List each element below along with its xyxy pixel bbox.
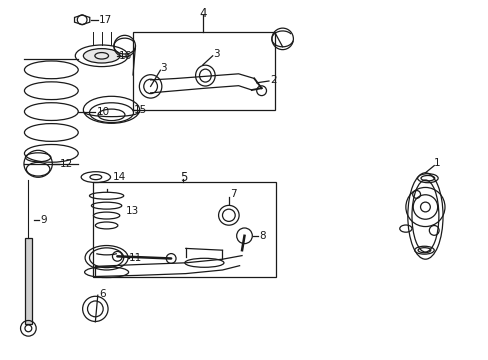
Text: 3: 3 — [160, 63, 167, 73]
Text: 16: 16 — [118, 51, 131, 61]
Ellipse shape — [83, 49, 120, 63]
Text: 13: 13 — [125, 206, 139, 216]
Text: 11: 11 — [129, 253, 142, 264]
Text: 15: 15 — [134, 105, 147, 115]
Text: 4: 4 — [199, 7, 206, 20]
Text: 6: 6 — [99, 289, 105, 300]
Bar — [133, 32, 274, 110]
Text: 17: 17 — [99, 15, 112, 25]
Text: 10: 10 — [96, 107, 109, 117]
Bar — [25, 238, 32, 324]
Text: 9: 9 — [40, 215, 47, 225]
Text: 14: 14 — [112, 172, 125, 182]
Text: 8: 8 — [259, 231, 265, 241]
Text: 1: 1 — [433, 158, 440, 168]
Text: 5: 5 — [179, 171, 187, 184]
Text: 2: 2 — [269, 75, 276, 85]
Text: 12: 12 — [60, 159, 73, 169]
Text: 7: 7 — [229, 189, 236, 199]
Text: 3: 3 — [212, 49, 219, 59]
Bar — [93, 182, 276, 277]
